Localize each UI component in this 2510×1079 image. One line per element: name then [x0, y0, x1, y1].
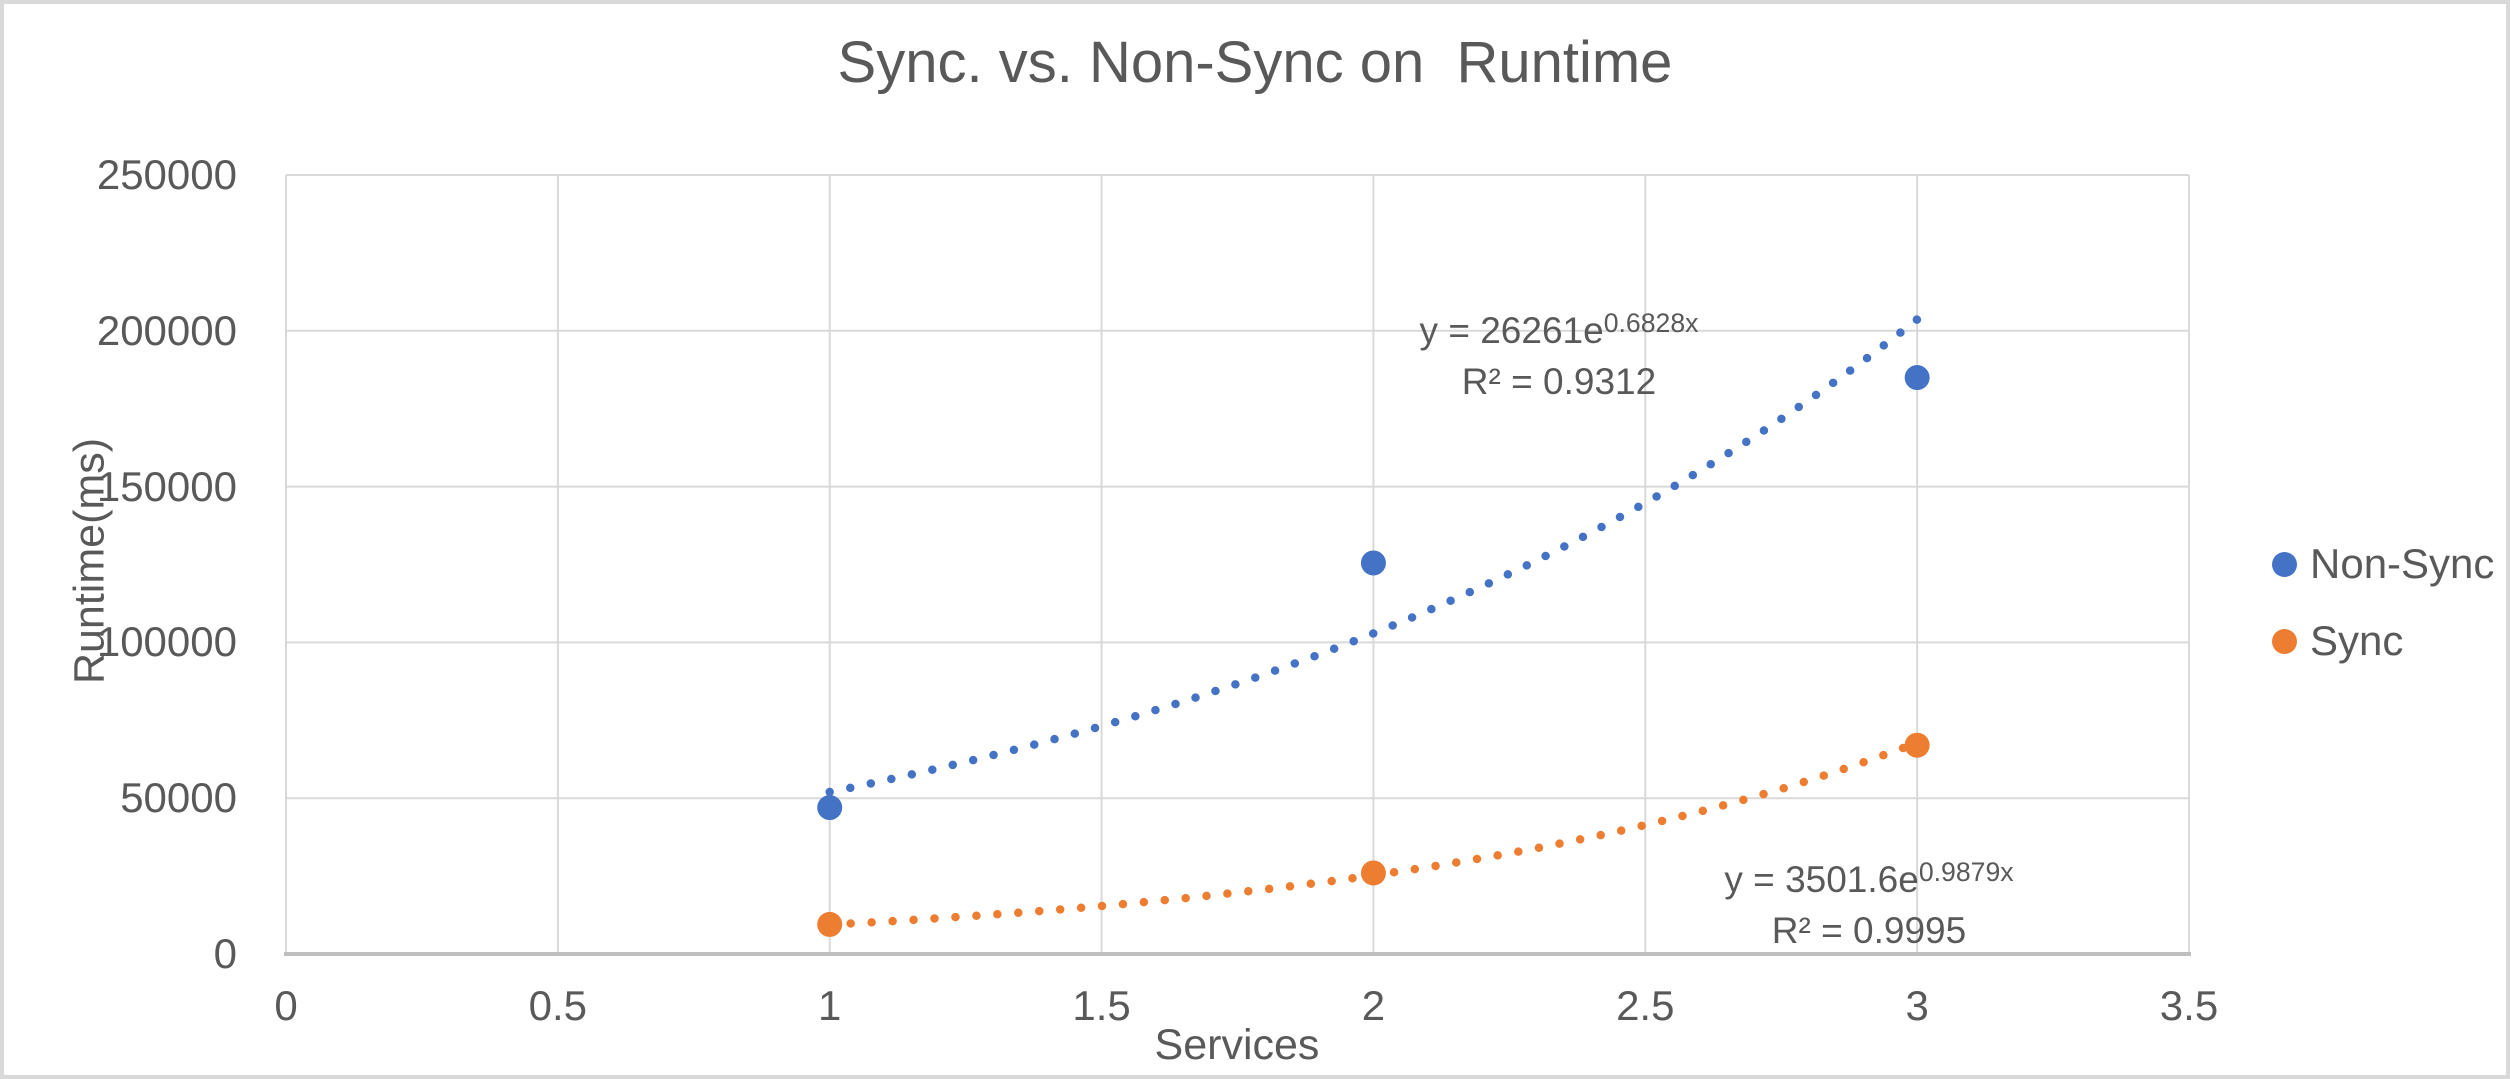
legend-label-nonsync: Non-Sync — [2310, 540, 2495, 587]
trendline-r2-sync: R² = 0.9995 — [1771, 910, 1967, 951]
y-tick-label: 50000 — [120, 774, 237, 822]
trendline-exponent-sync: 0.9879x — [1918, 856, 2014, 887]
trendline-equation-nonsync: y = 26261e0.6828x R² = 0.9312 — [1369, 305, 1749, 407]
trendline-equation-sync: y = 3501.6e0.9879x R² = 0.9995 — [1679, 854, 2059, 956]
data-point-sync — [1904, 732, 1930, 758]
legend-marker-nonsync-icon — [2272, 551, 2297, 577]
y-tick-label: 150000 — [96, 462, 237, 510]
x-tick-label: 2.5 — [1616, 982, 1675, 1029]
legend-marker-sync-icon — [2272, 628, 2297, 654]
data-point-non-sync — [817, 795, 843, 821]
y-tick-label: 250000 — [96, 151, 237, 198]
trendline-equation-sync-line1: y = 3501.6e0.9879x — [1724, 856, 2014, 900]
x-axis-title: Services — [1154, 1021, 1320, 1069]
trendline-r2-nonsync: R² = 0.9312 — [1461, 361, 1657, 402]
y-tick-label: 200000 — [96, 306, 237, 354]
x-tick-label: 0 — [274, 982, 298, 1029]
legend-label-sync: Sync — [2310, 617, 2404, 664]
legend-entry-nonsync: Non-Sync — [2272, 540, 2494, 588]
x-tick-label: 1.5 — [1072, 982, 1131, 1029]
trendline-equation-nonsync-line1: y = 26261e0.6828x — [1419, 307, 1699, 351]
x-tick-label: 3.5 — [2159, 982, 2219, 1029]
data-point-sync — [817, 911, 843, 937]
data-point-sync — [1360, 860, 1386, 886]
data-point-non-sync — [1904, 365, 1930, 391]
data-point-non-sync — [1360, 550, 1386, 576]
x-tick-label: 1 — [818, 982, 842, 1029]
y-tick-label: 100000 — [96, 618, 237, 666]
y-tick-label: 0 — [213, 930, 237, 977]
trendline-non-sync — [825, 315, 1922, 797]
trendline-exponent-nonsync: 0.6828x — [1603, 307, 1699, 338]
legend-entry-sync: Sync — [2272, 617, 2403, 665]
x-tick-label: 3 — [1905, 982, 1929, 1029]
plot-area — [284, 174, 2191, 956]
x-tick-label: 2 — [1361, 982, 1386, 1029]
x-tick-label: 0.5 — [528, 982, 588, 1029]
chart-title: Sync. vs. Non-Sync on Runtime — [837, 30, 1673, 95]
